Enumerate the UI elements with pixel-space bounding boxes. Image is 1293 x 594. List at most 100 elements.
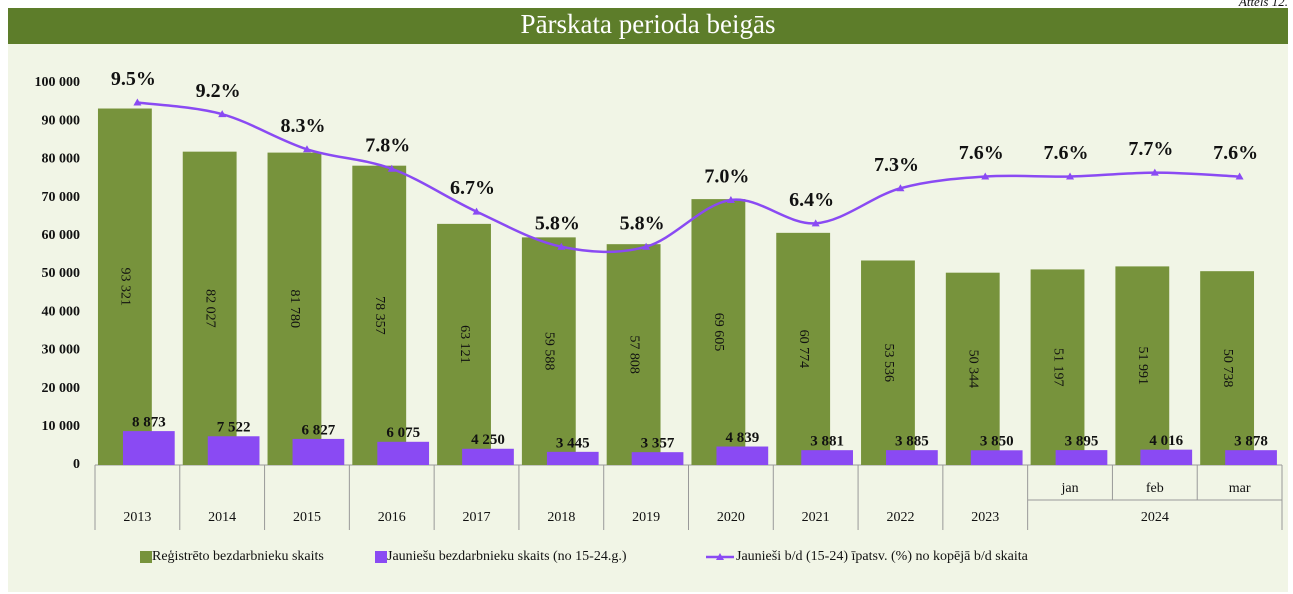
x-tick-label: 2018: [547, 510, 575, 525]
y-tick-label: 40 000: [42, 304, 81, 319]
bar-value-label: 3 885: [895, 434, 929, 450]
bar-value-label: 81 780: [287, 290, 302, 329]
line-marker: [472, 207, 481, 215]
bar-value-label: 59 588: [542, 332, 557, 371]
bar-value-label: 51 991: [1135, 346, 1150, 385]
bar-value-label: 3 878: [1234, 434, 1268, 450]
line-marker: [557, 242, 566, 250]
bar: [1140, 449, 1193, 465]
bar-value-label: 6 827: [302, 422, 336, 438]
y-tick-label: 0: [73, 457, 80, 472]
bar-value-label: 82 027: [202, 289, 217, 328]
bar-value-label: 4 016: [1149, 433, 1183, 449]
y-tick-label: 80 000: [42, 152, 81, 167]
line: [137, 101, 1240, 254]
line-marker: [1235, 172, 1244, 180]
line-marker: [387, 164, 396, 172]
line-value-label: 9.2%: [196, 80, 241, 102]
bar-value-label: 60 774: [796, 330, 811, 369]
bar-value-label: 93 321: [118, 268, 133, 307]
line-value-label: 7.6%: [1044, 142, 1089, 164]
bar-value-label: 50 344: [966, 350, 981, 389]
x-tick-label: 2020: [717, 510, 745, 525]
bar-value-label: 53 536: [881, 343, 896, 382]
bar: [861, 260, 915, 465]
bar: [122, 431, 175, 465]
bar-value-label: 50 738: [1220, 349, 1235, 388]
line-value-label: 6.4%: [789, 189, 834, 211]
bar-value-label: 3 357: [641, 436, 675, 452]
line-value-label: 8.3%: [280, 115, 325, 137]
y-tick-label: 20 000: [42, 381, 81, 396]
bar-value-label: 3 895: [1065, 434, 1099, 450]
bar: [521, 237, 576, 465]
title-banner: [8, 8, 1288, 44]
y-tick-label: 50 000: [42, 266, 81, 281]
line-marker: [896, 184, 905, 192]
line-marker: [302, 145, 311, 153]
legend-swatch: [375, 551, 387, 563]
line-value-label: 7.0%: [704, 166, 749, 188]
legend-label: Reģistrēto bezdarbnieku skaits: [152, 548, 324, 564]
legend-marker: [716, 553, 724, 560]
line-marker: [726, 195, 735, 203]
legend-swatch: [140, 551, 152, 563]
line-marker: [1150, 168, 1159, 176]
bar: [267, 152, 322, 465]
bar-value-label: 78 357: [372, 296, 387, 335]
line-value-label: 7.6%: [1213, 142, 1258, 164]
bar: [776, 232, 831, 465]
line-marker: [642, 242, 651, 250]
line-marker: [1066, 172, 1075, 180]
bar-value-label: 3 445: [556, 435, 590, 451]
bar: [1055, 450, 1108, 465]
bar: [462, 448, 514, 465]
line-marker: [811, 219, 820, 227]
line-marker: [981, 172, 990, 180]
bar: [207, 436, 260, 465]
bar: [716, 446, 769, 465]
x-tick-label: 2013: [123, 510, 151, 525]
x-tick-label: mar: [1229, 481, 1251, 496]
bar-value-label: 3 881: [810, 434, 844, 450]
bar-value-label: 69 605: [711, 313, 726, 352]
line-value-label: 6.7%: [450, 177, 495, 199]
y-tick-label: 30 000: [42, 343, 81, 358]
y-tick-label: 70 000: [42, 190, 81, 205]
bar-value-label: 51 197: [1050, 348, 1065, 387]
line-value-label: 7.8%: [365, 134, 410, 156]
line-marker: [218, 110, 227, 118]
bar: [606, 244, 661, 465]
line-value-label: 5.8%: [620, 212, 665, 234]
bar-value-label: 4 839: [725, 430, 759, 446]
bar: [886, 450, 938, 465]
bar: [437, 223, 491, 465]
legend-label: Jaunieši b/d (15-24) īpatsv. (%) no kopē…: [736, 549, 1029, 564]
y-tick-label: 60 000: [42, 228, 81, 243]
bar: [691, 199, 746, 466]
line-value-label: 7.7%: [1128, 138, 1173, 160]
line-value-label: 7.6%: [959, 142, 1004, 164]
bar: [377, 441, 430, 465]
x-tick-label: 2017: [463, 510, 491, 525]
corner-label: Attēls 12.: [1238, 0, 1288, 9]
bar: [801, 450, 853, 465]
y-tick-label: 10 000: [42, 419, 81, 434]
bar-value-label: 6 075: [386, 425, 420, 441]
x-tick-label: 2022: [886, 510, 914, 525]
x-tick-label: feb: [1146, 481, 1164, 496]
bar: [97, 108, 152, 465]
bar-value-label: 4 250: [471, 432, 505, 448]
x-tick-label: 2014: [208, 510, 236, 525]
bar: [292, 438, 345, 465]
line-marker: [133, 98, 142, 106]
legend-label: Jauniešu bezdarbnieku skaits (no 15-24.g…: [387, 549, 627, 564]
x-tick-label: 2015: [293, 510, 321, 525]
bar-value-label: 63 121: [457, 325, 472, 364]
line-value-label: 7.3%: [874, 154, 919, 176]
bar: [970, 450, 1023, 465]
x-tick-label: 2016: [378, 510, 406, 525]
line-value-label: 5.8%: [535, 212, 580, 234]
x-tick-label: 2023: [971, 510, 999, 525]
